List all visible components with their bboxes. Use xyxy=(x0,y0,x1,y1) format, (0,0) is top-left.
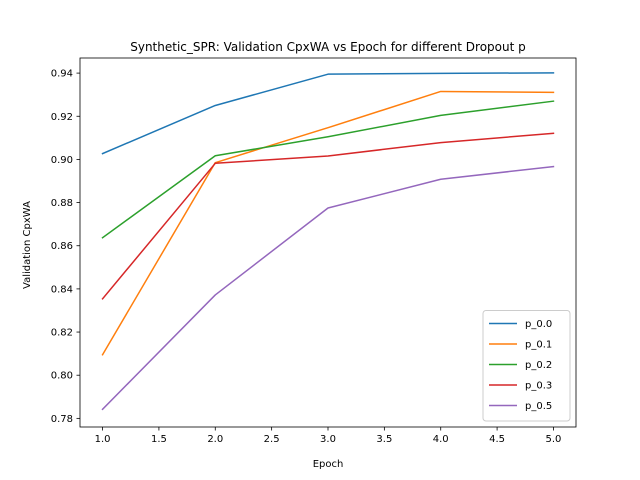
plot-area: 1.0 1.5 2.0 2.5 3.0 3.5 4.0 4.5 5.0 0.78 0.80 0.82 0… xyxy=(51,57,577,445)
y-axis-label: Validation CpxWA xyxy=(22,201,33,289)
x-tick-label: 3.5 xyxy=(376,434,392,445)
y-tick-label: 0.78 xyxy=(51,414,73,425)
y-tick-label: 0.94 xyxy=(51,69,73,80)
y-tick-label: 0.90 xyxy=(51,155,73,166)
y-tick-label: 0.92 xyxy=(51,112,73,123)
x-axis-label: Epoch xyxy=(313,459,344,470)
legend-box xyxy=(482,310,571,422)
x-tick-label: 1.0 xyxy=(95,434,111,445)
y-tick-label: 0.86 xyxy=(51,241,73,252)
legend-label: p_0.3 xyxy=(525,381,552,392)
legend-label: p_0.5 xyxy=(525,401,552,412)
series-line-2 xyxy=(101,100,555,239)
y-tick-label: 0.80 xyxy=(51,371,73,382)
x-tick-label: 2.0 xyxy=(207,434,223,445)
x-tick-label: 3.0 xyxy=(320,434,336,445)
series-line-4 xyxy=(101,165,555,411)
x-tick-label: 2.5 xyxy=(264,434,280,445)
x-tick-label: 4.5 xyxy=(489,434,505,445)
legend-label: p_0.2 xyxy=(525,360,552,371)
x-tick-label: 4.0 xyxy=(433,434,449,445)
series-line-1 xyxy=(101,90,555,356)
series-line-0 xyxy=(101,72,555,155)
y-tick-label: 0.82 xyxy=(51,328,73,339)
legend-label: p_0.0 xyxy=(525,319,552,330)
y-tick-label: 0.88 xyxy=(51,198,73,209)
y-tick-label: 0.84 xyxy=(51,284,73,295)
x-tick-label: 5.0 xyxy=(546,434,562,445)
chart-title: Synthetic_SPR: Validation CpxWA vs Epoch… xyxy=(130,40,526,54)
legend-label: p_0.1 xyxy=(525,340,552,351)
legend: p_0.0 p_0.1 p_0.2 p_0.3 p_0.5 xyxy=(482,310,571,422)
series-line-3 xyxy=(101,132,555,300)
x-tick-label: 1.5 xyxy=(151,434,167,445)
